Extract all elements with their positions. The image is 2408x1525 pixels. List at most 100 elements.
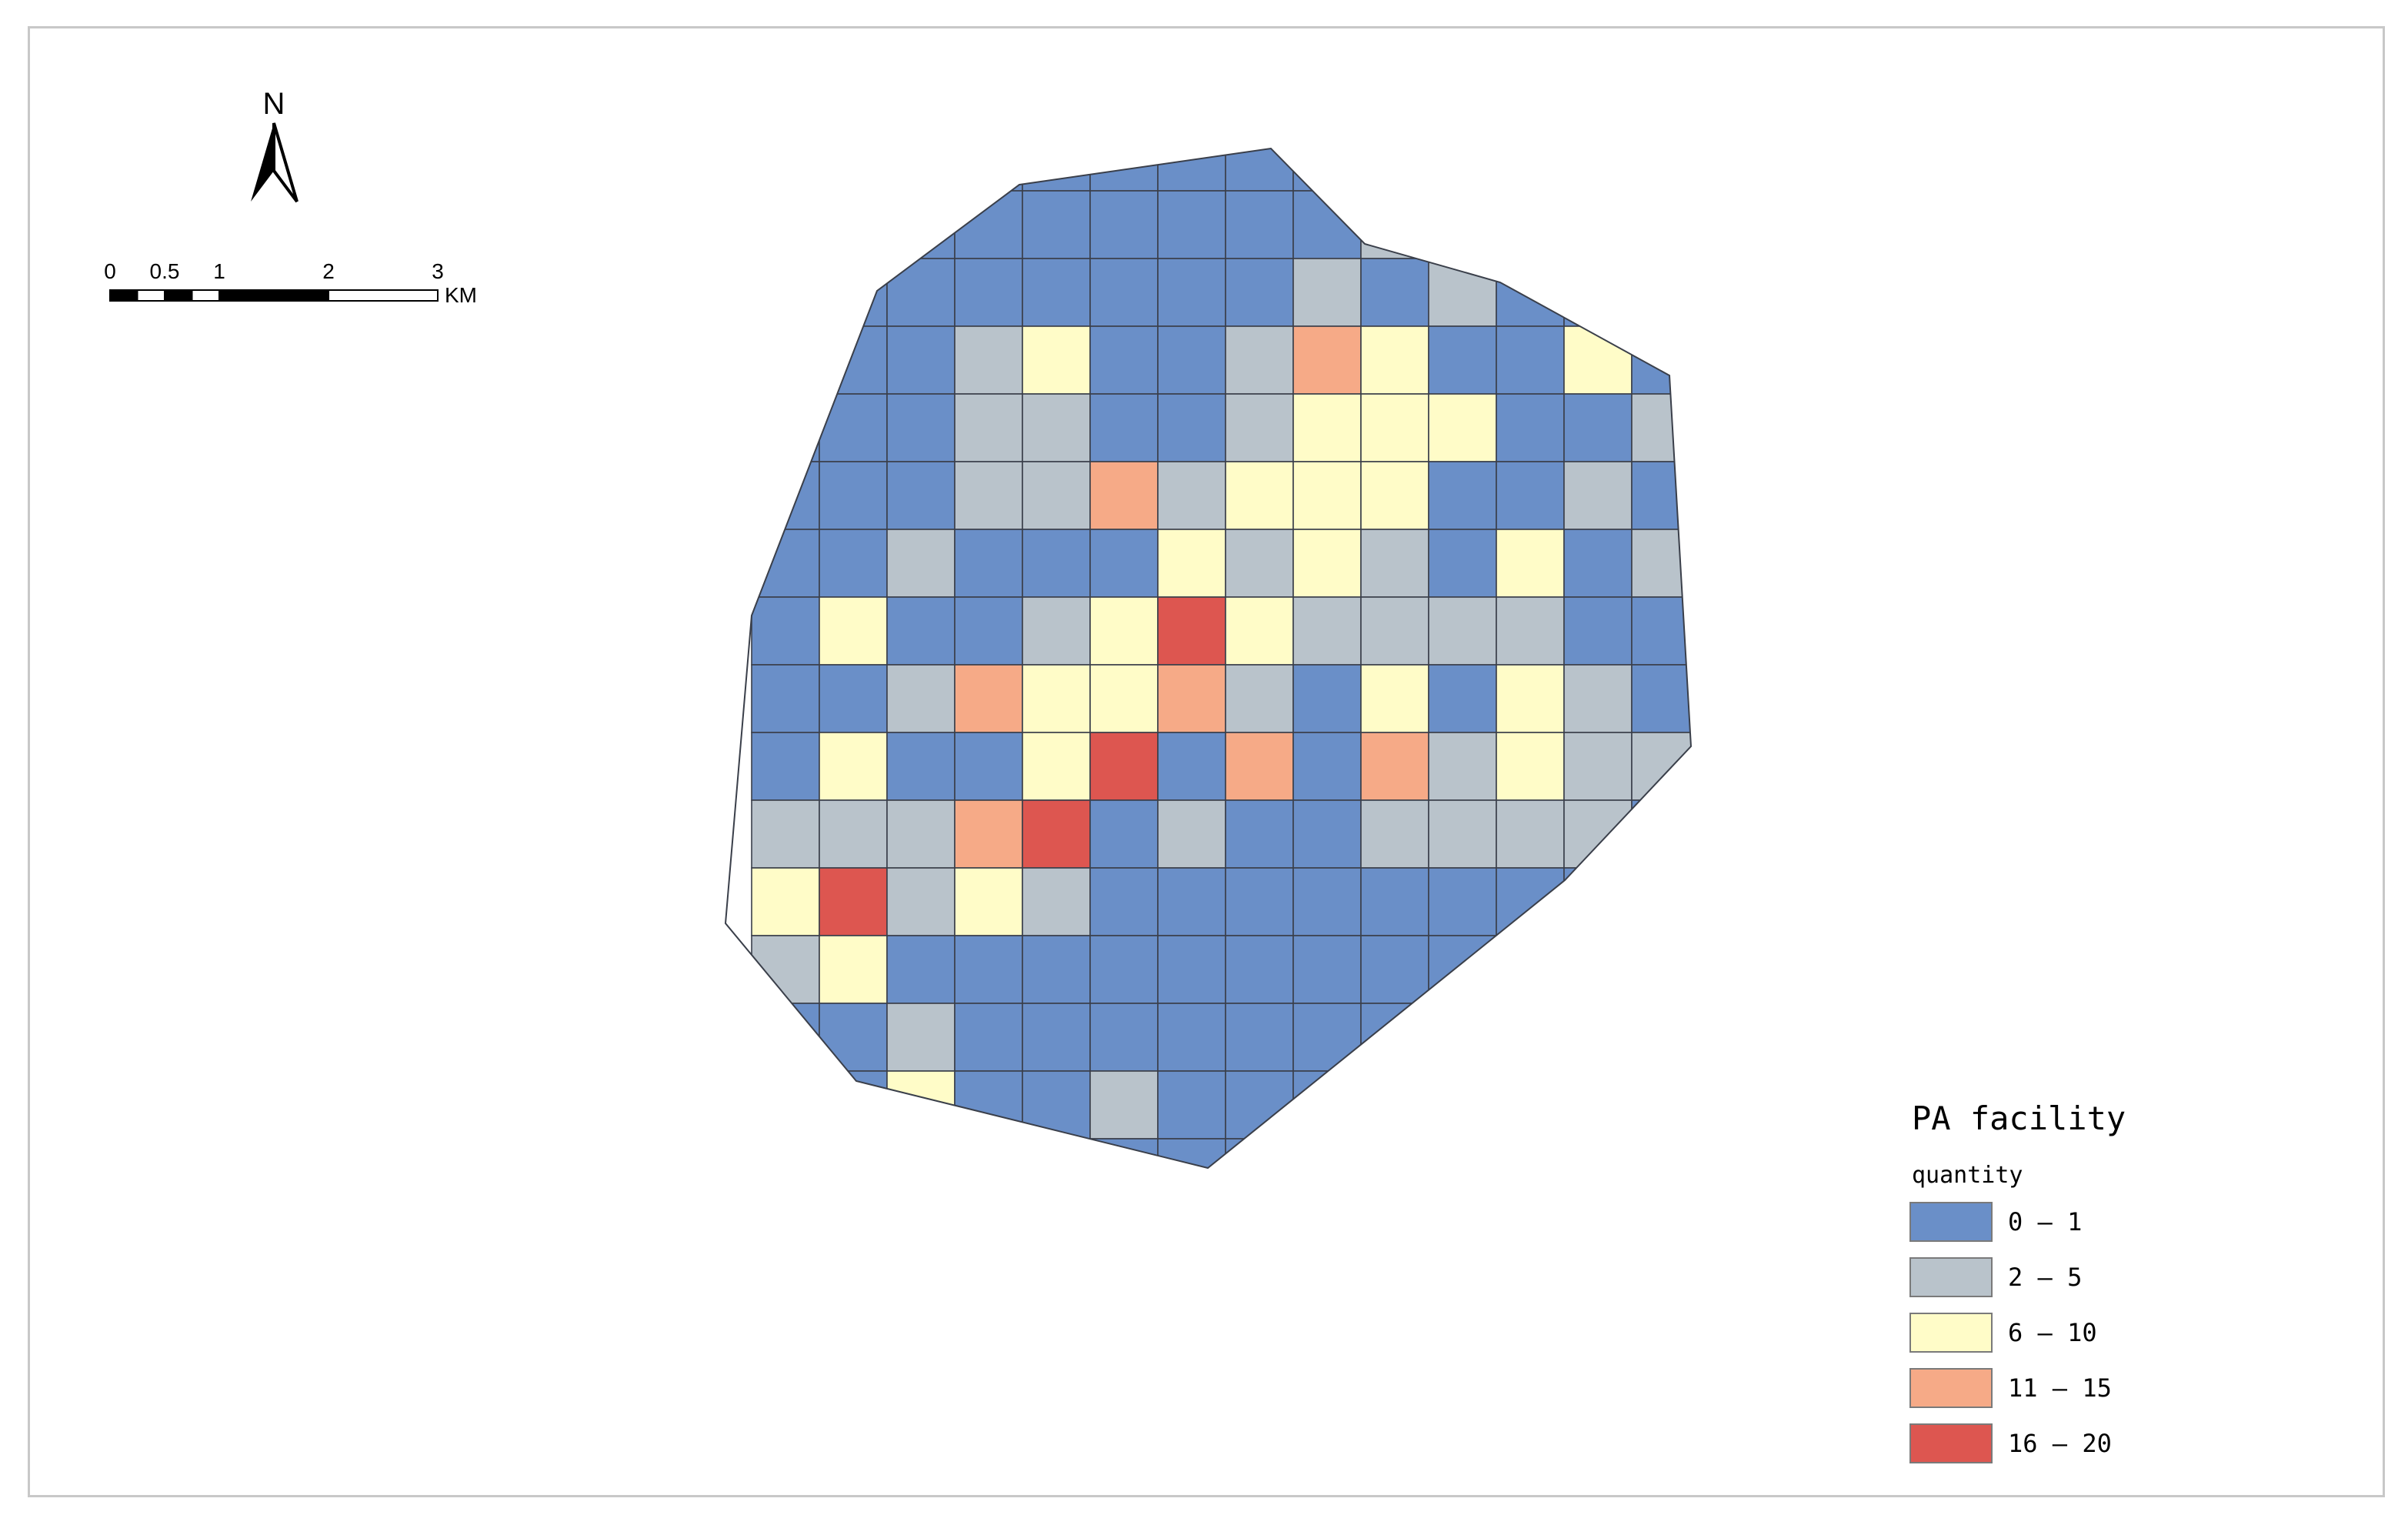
legend-swatch [1909, 1423, 1993, 1463]
grid-cell [954, 664, 1023, 733]
grid-cell [1563, 799, 1633, 869]
grid-cell [954, 461, 1023, 530]
grid-cell [1428, 258, 1497, 327]
scale-tick-label: 3 [432, 259, 444, 283]
grid-cell [1360, 325, 1429, 395]
grid-cell [1292, 1070, 1362, 1140]
grid-cell [1157, 664, 1226, 733]
grid-cell [886, 799, 956, 869]
grid-cell [886, 529, 956, 598]
grid-cell [1563, 664, 1633, 733]
north-arrow: N [251, 87, 298, 203]
grid-cell [1225, 1070, 1294, 1140]
grid-cell [1157, 935, 1226, 1004]
legend-swatch [1909, 1313, 1993, 1353]
grid-cell [1292, 1138, 1362, 1168]
grid-cell [1496, 732, 1565, 801]
legend-swatch [1909, 1368, 1993, 1408]
grid-cell [1022, 325, 1091, 395]
grid-cell [1563, 935, 1633, 1004]
grid-cell [886, 148, 956, 192]
legend-swatch [1909, 1202, 1993, 1242]
scale-bar-segment [218, 289, 329, 302]
scale-bar-segment [109, 289, 138, 302]
grid-cell [1157, 325, 1226, 395]
grid-cell [1292, 867, 1362, 936]
grid-cell [1022, 596, 1091, 666]
grid-cell [751, 732, 820, 801]
grid-cell [1225, 1138, 1294, 1168]
grid-cell [954, 325, 1023, 395]
grid-cell [751, 461, 820, 530]
scale-bar-segment [328, 289, 439, 302]
grid-cell [1089, 799, 1159, 869]
grid-cell [1157, 1138, 1226, 1168]
grid-cell [954, 867, 1023, 936]
grid-cell [751, 1138, 820, 1168]
grid-cell [1089, 325, 1159, 395]
map-frame [28, 26, 2385, 1497]
grid-cell [1631, 1070, 1691, 1140]
grid-cell [751, 935, 820, 1004]
grid-cell [1631, 732, 1691, 801]
grid-cell [751, 799, 820, 869]
grid-cell [1225, 935, 1294, 1004]
grid-cell [1496, 1003, 1565, 1072]
grid-cell [1292, 596, 1362, 666]
grid-cell [1292, 393, 1362, 462]
study-area-grid [724, 147, 1693, 1170]
grid-cell [1022, 1070, 1091, 1140]
grid-cell [1022, 148, 1091, 192]
grid-cell [1089, 393, 1159, 462]
grid-cell [1631, 529, 1691, 598]
scale-bar-segment [164, 289, 193, 302]
grid-cell [1292, 732, 1362, 801]
grid-cell [751, 529, 820, 598]
grid-cell [1157, 1003, 1226, 1072]
grid-cell [751, 596, 820, 666]
grid-cell [1089, 148, 1159, 192]
grid-cell [886, 732, 956, 801]
north-arrow-right-half [272, 122, 298, 203]
scale-tick-label: 0 [104, 259, 116, 283]
legend-label: 16 — 20 [2008, 1429, 2112, 1458]
grid-cell [1360, 148, 1429, 192]
grid-cell [1225, 461, 1294, 530]
grid-cell [1428, 664, 1497, 733]
grid-cell [1225, 799, 1294, 869]
grid-cell [954, 596, 1023, 666]
grid-cell [751, 1070, 820, 1140]
grid-cell [1428, 732, 1497, 801]
grid-cell [1225, 148, 1294, 192]
grid-cell [1631, 867, 1691, 936]
grid-cell [1631, 1138, 1691, 1168]
grid-cell [751, 1003, 820, 1072]
grid-cell [1563, 596, 1633, 666]
grid-cell [886, 1138, 956, 1168]
grid-cell [1360, 1070, 1429, 1140]
grid-cell [1360, 393, 1429, 462]
grid-cell [1089, 1003, 1159, 1072]
grid-cell [819, 325, 888, 395]
grid-cell [1496, 799, 1565, 869]
grid-cell [1022, 664, 1091, 733]
grid-cell [751, 148, 820, 192]
grid-cell [1496, 664, 1565, 733]
grid-cell [1292, 664, 1362, 733]
scale-tick-label: 0.5 [150, 259, 180, 283]
grid-cell [1360, 867, 1429, 936]
grid-cell [1631, 258, 1691, 327]
scale-tick-label: 2 [322, 259, 335, 283]
grid-cell [751, 190, 820, 259]
grid-cell [1563, 258, 1633, 327]
grid-cell [1089, 1070, 1159, 1140]
grid-cell [954, 1138, 1023, 1168]
grid-cell [1022, 1138, 1091, 1168]
grid-cell [954, 148, 1023, 192]
grid-cell [886, 867, 956, 936]
grid-cell [1428, 1003, 1497, 1072]
grid-cell [1225, 190, 1294, 259]
grid-cell [1089, 867, 1159, 936]
grid-cell [1225, 664, 1294, 733]
